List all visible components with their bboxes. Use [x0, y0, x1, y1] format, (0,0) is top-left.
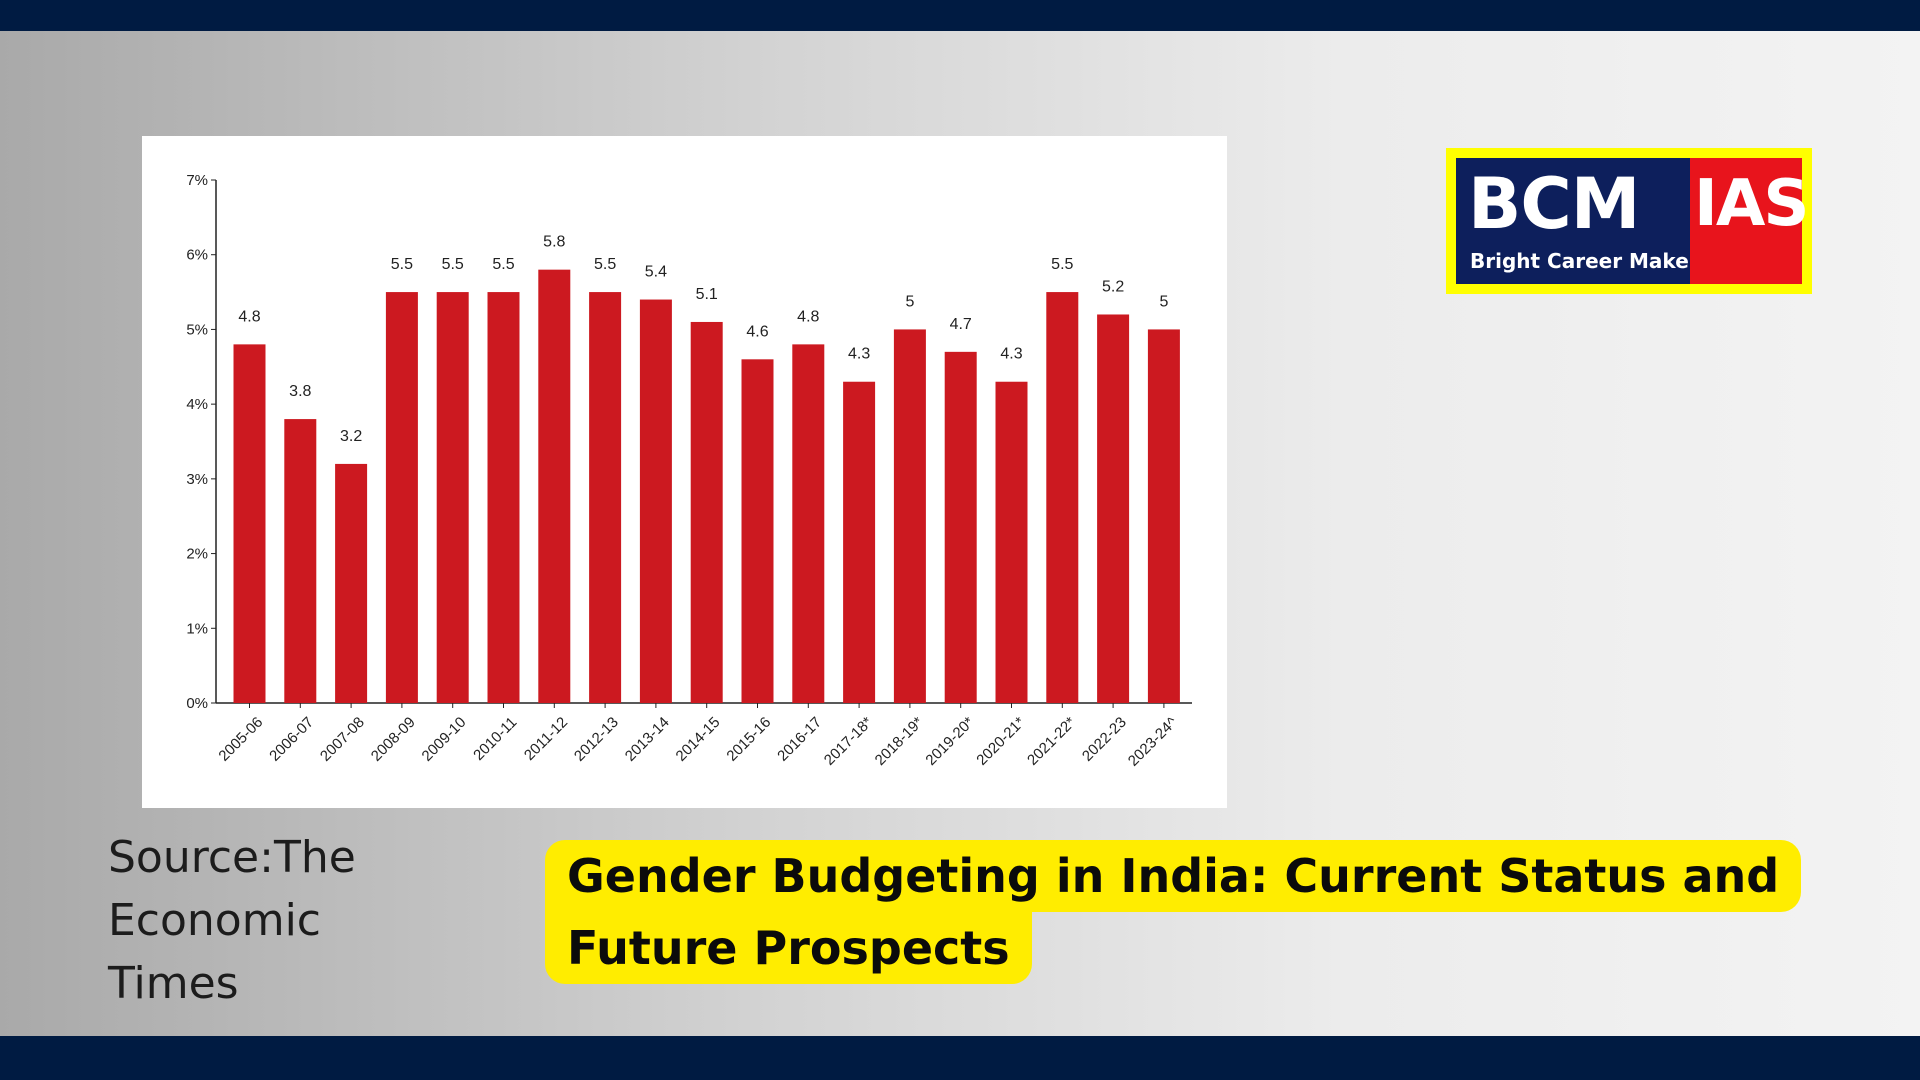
x-tick-label: 2022-23 [1079, 714, 1130, 765]
bar [589, 292, 622, 703]
logo-bcm-text: BCM [1468, 163, 1640, 245]
y-tick-label: 0% [186, 695, 208, 712]
source-caption: Source:The Economic Times [108, 832, 356, 1009]
y-tick-label: 3% [186, 471, 208, 488]
bar [233, 344, 266, 703]
bar-chart: 0% 1% 2% 3% 4% 5% 6% 7% 4.8 2005-06 3.8 2006-07 3.2 2… [186, 172, 1192, 770]
x-tick-label: 2021-22* [1024, 714, 1079, 769]
bar [690, 321, 723, 703]
y-tick-label: 2% [186, 546, 208, 563]
bar [487, 292, 520, 703]
x-tick-label: 2015-16 [723, 714, 774, 765]
logo-red-block: IAS [1690, 158, 1809, 284]
bcm-ias-logo: BCM Bright Career Maker IAS [1446, 148, 1812, 294]
x-tick-label: 2016-17 [774, 714, 825, 765]
bar-value-label: 5 [905, 293, 914, 310]
x-tick-label: 2023-24^ [1125, 714, 1181, 770]
x-tick-label: 2017-18* [821, 714, 876, 769]
x-tick-label: 2014-15 [673, 714, 724, 765]
x-tick-label: 2020-21* [973, 714, 1028, 769]
bar-value-label: 4.3 [1000, 346, 1022, 363]
logo-ias-text: IAS [1694, 167, 1809, 241]
logo-blue-block: BCM Bright Career Maker [1456, 158, 1699, 284]
headline-line-2: Future Prospects [545, 912, 1032, 984]
bar-value-label: 3.2 [340, 428, 362, 445]
headline-line-1: Gender Budgeting in India: Current Statu… [545, 840, 1802, 912]
bar-value-label: 5.8 [543, 234, 565, 251]
y-tick-label: 4% [186, 396, 208, 413]
x-tick-label: 2018-19* [872, 714, 927, 769]
x-tick-label: 2019-20* [922, 714, 977, 769]
bar [1097, 314, 1130, 703]
bar-value-label: 5.1 [696, 286, 718, 303]
bar [335, 463, 368, 703]
x-tick-label: 2005-06 [215, 714, 266, 765]
x-tick-label: 2009-10 [419, 714, 470, 765]
x-tick-label: 2008-09 [368, 714, 419, 765]
bar-value-label: 4.3 [848, 346, 870, 363]
bar-value-label: 5.5 [1051, 256, 1073, 273]
y-tick-label: 5% [186, 321, 208, 338]
bar [1147, 329, 1180, 703]
x-tick-label: 2007-08 [317, 714, 368, 765]
bar-value-label: 4.8 [238, 308, 260, 325]
bar [741, 359, 774, 703]
chart-panel: 0% 1% 2% 3% 4% 5% 6% 7% 4.8 2005-06 3.8 2006-07 3.2 2… [142, 136, 1227, 808]
bar-value-label: 5.4 [645, 264, 667, 281]
bar-value-label: 5.5 [492, 256, 514, 273]
y-tick-label: 7% [186, 172, 208, 189]
bar-value-label: 3.8 [289, 383, 311, 400]
bar [792, 344, 825, 703]
headline: Gender Budgeting in India: Current Statu… [545, 840, 1802, 984]
bar-value-label: 5.5 [391, 256, 413, 273]
x-tick-label: 2013-14 [622, 714, 673, 765]
bar-value-label: 5.2 [1102, 278, 1124, 295]
x-tick-label: 2006-07 [266, 714, 317, 765]
bar [995, 381, 1028, 703]
x-tick-label: 2012-13 [571, 714, 622, 765]
bar [436, 292, 469, 703]
bar-value-label: 4.7 [950, 316, 972, 333]
bar-value-label: 5.5 [442, 256, 464, 273]
top-frame-bar [0, 0, 1920, 31]
bar-value-label: 4.6 [746, 323, 768, 340]
bar [385, 292, 418, 703]
bar [843, 381, 876, 703]
bar [944, 351, 977, 703]
bar [639, 299, 672, 703]
bar-value-label: 5 [1159, 293, 1168, 310]
x-tick-label: 2010-11 [470, 714, 520, 764]
x-tick-label: 2011-12 [521, 714, 571, 764]
y-tick-label: 1% [186, 620, 208, 637]
logo-tagline: Bright Career Maker [1470, 249, 1699, 273]
bar-value-label: 4.8 [797, 308, 819, 325]
bar [284, 419, 317, 703]
bar [1046, 292, 1079, 703]
bar [893, 329, 926, 703]
bar [538, 269, 571, 703]
bar-value-label: 5.5 [594, 256, 616, 273]
bottom-frame-bar [0, 1036, 1920, 1080]
y-tick-label: 6% [186, 247, 208, 264]
